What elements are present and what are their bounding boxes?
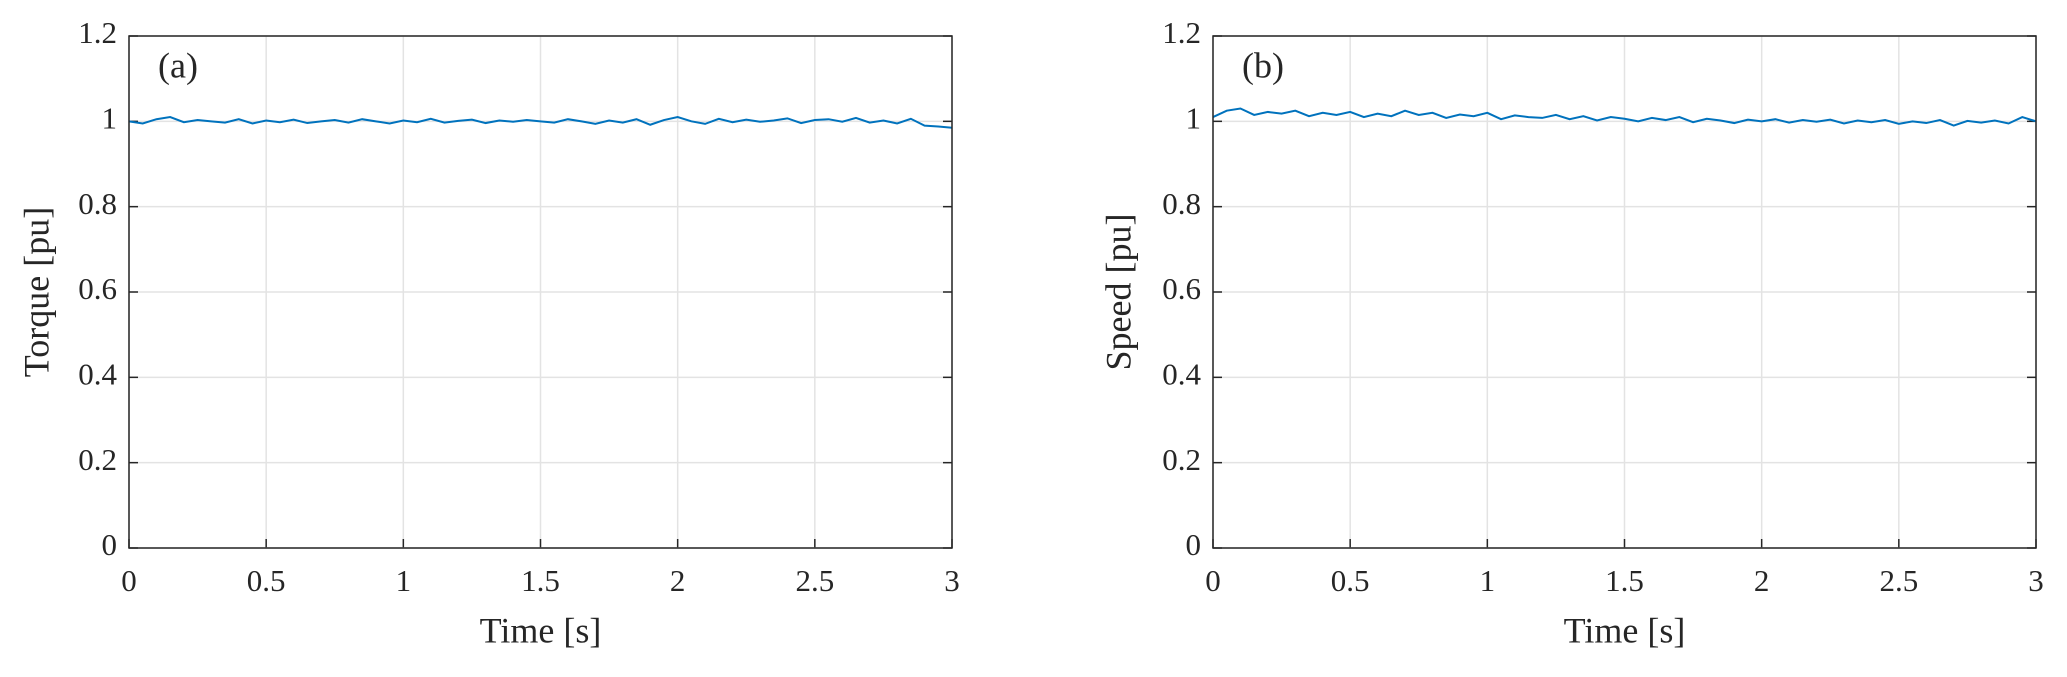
- x-tick-label: 0: [1205, 563, 1221, 598]
- x-tick-label: 2: [1754, 563, 1770, 598]
- plot-frame: [1212, 35, 2037, 549]
- x-tick-label: 3: [2028, 563, 2044, 598]
- x-tick-label: 1.5: [521, 563, 560, 598]
- plot-frame: [128, 35, 953, 549]
- y-tick-label: 0.6: [1162, 271, 1201, 306]
- y-axis-label: Speed [pu]: [1098, 214, 1138, 371]
- x-tick-label: 3: [944, 563, 960, 598]
- x-tick-label: 0.5: [247, 563, 286, 598]
- y-tick-label: 0: [102, 527, 118, 562]
- x-tick-label: 2.5: [1879, 563, 1918, 598]
- y-tick-label: 0.8: [1162, 186, 1201, 221]
- x-tick-label: 0: [121, 563, 137, 598]
- x-axis-label: Time [s]: [1564, 610, 1686, 650]
- x-axis-label: Time [s]: [480, 610, 602, 650]
- x-tick-label: 0.5: [1331, 563, 1370, 598]
- panel-label: (b): [1242, 45, 1284, 85]
- x-tick-label: 1: [396, 563, 412, 598]
- data-line: [128, 116, 953, 129]
- y-tick-label: 1.2: [78, 15, 117, 50]
- y-tick-label: 1: [1186, 100, 1202, 135]
- x-tick-label: 1: [1480, 563, 1496, 598]
- y-tick-label: 0.4: [78, 356, 117, 391]
- y-tick-label: 0: [1186, 527, 1202, 562]
- y-tick-label: 0.8: [78, 186, 117, 221]
- y-tick-label: 1: [102, 100, 118, 135]
- x-tick-label: 2: [670, 563, 686, 598]
- x-tick-label: 1.5: [1605, 563, 1644, 598]
- data-line: [1212, 107, 2037, 127]
- y-axis-label: Torque [pu]: [16, 207, 56, 377]
- y-tick-label: 1.2: [1162, 15, 1201, 50]
- y-tick-label: 0.6: [78, 271, 117, 306]
- y-tick-label: 0.4: [1162, 356, 1201, 391]
- panel-label: (a): [158, 45, 198, 85]
- x-tick-label: 2.5: [795, 563, 834, 598]
- y-tick-label: 0.2: [1162, 442, 1201, 477]
- y-tick-label: 0.2: [78, 442, 117, 477]
